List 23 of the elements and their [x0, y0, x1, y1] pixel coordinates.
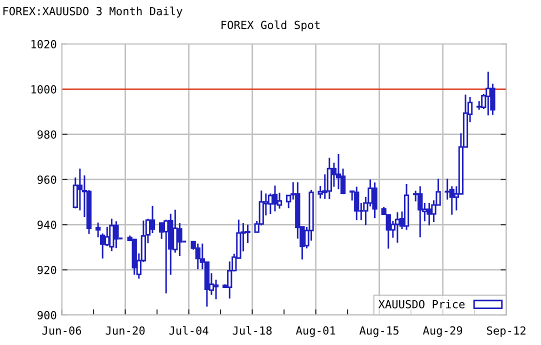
x-tick-label: Jul-04 [169, 326, 208, 335]
x-tick-label: Sep-12 [487, 326, 526, 337]
candlestick [213, 278, 219, 300]
y-tick-label: 960 [38, 175, 56, 184]
y-tick-label: 1020 [32, 40, 56, 48]
y-tick-label: 900 [38, 310, 56, 320]
y-tick-label: 1000 [32, 85, 56, 94]
y-tick-label: 920 [38, 266, 56, 274]
x-tick-label: Aug-01 [296, 326, 336, 337]
x-tick-label: Aug-15 [359, 326, 398, 337]
candlestick [336, 153, 342, 190]
chart-subtitle: FOREX:XAUUSDO 3 Month Daily [3, 6, 182, 18]
x-tick-label: Aug-29 [422, 326, 462, 337]
candlestick [394, 211, 400, 244]
chart-title: FOREX Gold Spot [222, 20, 320, 32]
candlestick [150, 205, 156, 234]
candlestick [272, 184, 278, 212]
y-tick-label: 940 [38, 220, 56, 230]
x-tick-label: Jun-06 [42, 326, 82, 335]
legend-label: XAUUSDO Price [378, 300, 465, 308]
y-tick-label: 980 [38, 130, 56, 139]
x-tick-label: Jul-18 [232, 326, 272, 335]
x-tick-label: Jun-20 [106, 326, 145, 335]
